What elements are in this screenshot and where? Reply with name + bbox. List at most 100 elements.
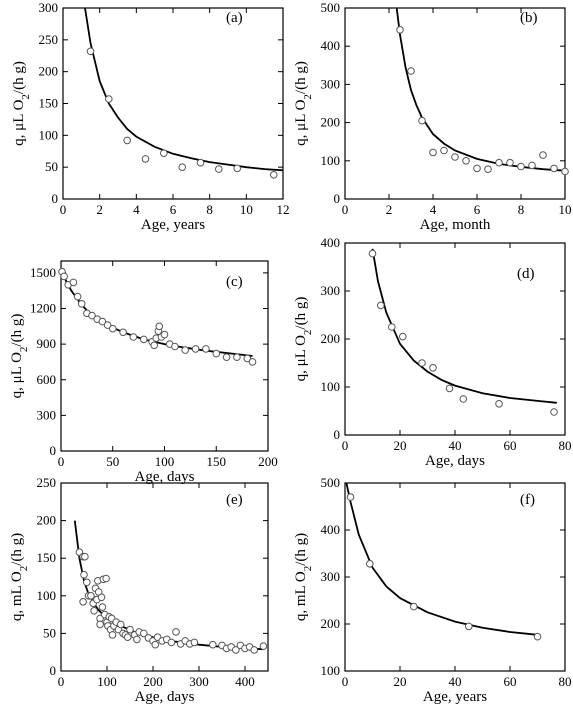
x-tick-label: 0 — [60, 202, 67, 217]
data-point — [190, 638, 199, 647]
data-point — [533, 632, 542, 641]
y-tick-label: 50 — [45, 159, 58, 174]
data-point — [202, 345, 210, 353]
data-point — [151, 640, 160, 649]
data-point — [96, 620, 104, 629]
data-point — [465, 622, 473, 631]
x-axis-label: Age, years — [141, 217, 205, 233]
data-point — [181, 346, 189, 354]
x-tick-label: 20 — [394, 438, 407, 453]
data-point — [191, 345, 200, 353]
y-tick-label: 100 — [321, 379, 341, 394]
panel-tag: (b) — [520, 10, 538, 26]
y-axis-label: q, mL O2/(h g) — [9, 533, 30, 621]
y-tick-label: 50 — [43, 625, 56, 640]
plot-frame — [344, 482, 566, 672]
y-tick-label: 0 — [52, 191, 59, 206]
data-point — [506, 158, 514, 167]
data-point — [88, 311, 96, 320]
x-tick-label: 80 — [559, 674, 572, 689]
data-point — [171, 342, 179, 351]
x-tick-label: 8 — [206, 202, 213, 217]
x-tick-label: 4 — [430, 202, 437, 217]
y-tick-label: 200 — [321, 331, 341, 346]
x-tick-label: 100 — [155, 454, 175, 469]
data-point — [141, 155, 150, 163]
data-point — [209, 640, 217, 649]
y-tick-label: 400 — [321, 235, 341, 250]
data-point — [410, 602, 418, 611]
plot-frame — [62, 7, 284, 200]
x-tick-label: 40 — [449, 438, 462, 453]
data-point — [222, 353, 231, 362]
data-point — [270, 171, 278, 179]
data-point — [83, 578, 91, 587]
y-axis-label: q, μL O2/(h g) — [11, 61, 32, 146]
plot-frame — [60, 482, 269, 672]
data-point — [440, 146, 448, 155]
y-tick-label: 0 — [50, 443, 57, 458]
x-tick-label: 50 — [106, 454, 119, 469]
x-tick-label: 4 — [133, 202, 140, 217]
data-point — [243, 354, 252, 363]
data-point — [123, 136, 131, 145]
data-point — [160, 330, 169, 339]
data-point — [103, 321, 112, 329]
x-tick-label: 0 — [58, 454, 65, 469]
y-tick-label: 250 — [39, 32, 59, 47]
data-point — [539, 151, 547, 159]
data-point — [196, 158, 205, 167]
data-point — [98, 603, 107, 611]
y-tick-label: 100 — [39, 127, 59, 142]
y-tick-label: 200 — [39, 64, 59, 79]
data-point — [167, 638, 176, 647]
chart-panel-5: 0 100 200 300 400 0 50 100 150 200 250 Age, days q, … — [9, 475, 269, 705]
data-point — [366, 560, 374, 568]
x-tick-label: 150 — [207, 454, 227, 469]
x-tick-label: 8 — [518, 202, 525, 217]
data-point — [81, 552, 89, 561]
data-point — [495, 400, 503, 408]
x-axis-label: Age, days — [135, 689, 195, 705]
y-tick-label: 0 — [334, 191, 341, 206]
data-point — [172, 628, 180, 636]
data-point — [429, 364, 437, 372]
data-point — [418, 116, 426, 125]
data-point — [396, 26, 404, 34]
data-point — [108, 631, 117, 639]
data-point — [126, 625, 134, 634]
data-point — [86, 47, 95, 56]
x-tick-label: 200 — [258, 454, 278, 469]
x-tick-label: 80 — [559, 438, 572, 453]
data-point — [388, 323, 396, 331]
x-tick-label: 12 — [277, 202, 290, 217]
data-point — [377, 301, 385, 310]
y-tick-label: 1500 — [30, 265, 56, 280]
x-tick-label: 0 — [342, 438, 349, 453]
chart-panel-1: 0 2 4 6 8 10 12 0 50 100 150 200 250 300 Age, years q, … — [11, 0, 290, 233]
y-tick-label: 500 — [321, 0, 341, 15]
data-point — [212, 349, 221, 358]
y-tick-label: 600 — [37, 372, 57, 387]
y-tick-label: 100 — [321, 663, 341, 678]
x-tick-label: 0 — [58, 674, 65, 689]
x-axis-label: Age, days — [425, 453, 485, 469]
data-point — [368, 249, 377, 258]
data-point — [140, 629, 148, 638]
x-tick-label: 60 — [504, 438, 517, 453]
data-point — [451, 153, 459, 161]
y-tick-label: 500 — [321, 475, 341, 490]
panel-tag: (f) — [520, 492, 535, 508]
y-axis-label: q, μL O2/(h g) — [293, 61, 314, 146]
data-point — [215, 165, 223, 173]
x-tick-label: 6 — [170, 202, 177, 217]
y-axis-label: q, μL O2/(h g) — [293, 297, 314, 382]
x-tick-label: 40 — [449, 674, 462, 689]
x-axis-label: Age, years — [423, 689, 487, 705]
panel-tag: (e) — [226, 492, 243, 508]
y-tick-label: 200 — [321, 616, 341, 631]
data-point — [528, 161, 536, 170]
data-point — [150, 341, 158, 350]
